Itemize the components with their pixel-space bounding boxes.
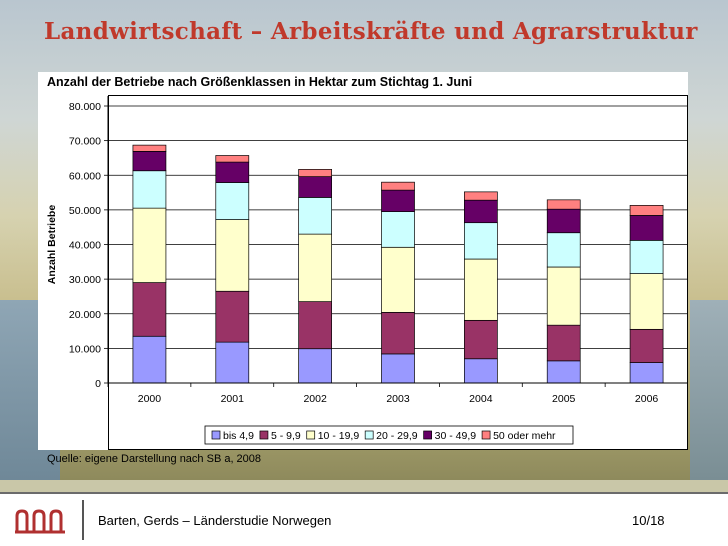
bar-segment (381, 246, 415, 313)
y-tick-label: 10.000 (69, 343, 101, 355)
bar-segment (629, 362, 664, 384)
y-tick-label: 20.000 (69, 309, 101, 321)
bar-segment (132, 144, 167, 152)
bar-segment (132, 282, 167, 337)
bar-segment (464, 358, 498, 384)
x-tick-label: 2005 (552, 393, 576, 405)
bar-segment (629, 273, 664, 330)
legend-label: 20 - 29,9 (376, 430, 418, 442)
bar-segment (215, 182, 250, 220)
bar-segment (132, 207, 167, 283)
footer-separator (0, 492, 728, 494)
bar-segment (381, 181, 415, 191)
legend-swatch (306, 430, 316, 440)
bar-segment (546, 199, 581, 210)
y-tick-label: 0 (95, 378, 101, 390)
bar-segment (215, 341, 250, 384)
x-tick-label: 2002 (303, 393, 327, 405)
legend-swatch (481, 430, 491, 440)
university-logo-icon (15, 509, 65, 534)
y-tick-label: 60.000 (69, 170, 101, 182)
bar-segment (464, 191, 498, 201)
bar-segment (546, 266, 581, 326)
x-tick-label: 2000 (138, 393, 162, 405)
footer-author-text: Barten, Gerds – Länderstudie Norwegen (98, 513, 332, 528)
bar-segment (629, 215, 664, 241)
bar-segment (629, 239, 664, 274)
y-axis-title: Anzahl Betriebe (46, 205, 58, 285)
source-note: Quelle: eigene Darstellung nach SB a, 20… (47, 453, 262, 465)
bar-segment (298, 197, 332, 235)
bar-segment (215, 155, 250, 163)
legend-swatch (364, 430, 374, 440)
bar-segment (215, 161, 250, 183)
legend-swatch (423, 430, 432, 440)
bar-segment (629, 328, 664, 363)
legend-box (204, 425, 574, 445)
bar-segment (381, 353, 415, 384)
bar-segment (132, 151, 167, 172)
x-tick-label: 2001 (221, 393, 245, 405)
bar-segment (629, 205, 664, 216)
legend-swatch (259, 430, 269, 440)
slide-title: Landwirtschaft – Arbeitskräfte und Agrar… (44, 18, 698, 45)
bar-segment (132, 170, 167, 209)
legend-swatch (211, 430, 221, 440)
bar-segment (298, 176, 332, 198)
legend-label: 30 - 49,9 (435, 430, 477, 442)
background-water-right (690, 300, 728, 480)
bar-segment (215, 290, 250, 343)
bar-segment (464, 258, 498, 321)
x-tick-label: 2006 (635, 393, 659, 405)
legend-label: 50 oder mehr (493, 430, 556, 442)
bar-segment (546, 208, 581, 234)
legend-label: bis 4,9 (223, 430, 254, 442)
legend-label: 10 - 19,9 (318, 430, 360, 442)
bar-segment (215, 219, 250, 292)
bar-segment (381, 312, 415, 355)
bar-segment (381, 189, 415, 212)
x-tick-label: 2003 (386, 393, 410, 405)
bar-segment (546, 232, 581, 268)
y-tick-label: 80.000 (69, 101, 101, 113)
y-tick-label: 50.000 (69, 205, 101, 217)
footer-divider (82, 500, 84, 540)
bar-segment (546, 324, 581, 362)
page-number: 10/18 (632, 513, 665, 528)
bar-segment (546, 360, 581, 384)
x-tick-label: 2004 (469, 393, 493, 405)
bar-segment (464, 222, 498, 260)
bar-segment (298, 301, 332, 350)
bar-segment (464, 199, 498, 224)
y-tick-label: 70.000 (69, 136, 101, 148)
y-tick-label: 30.000 (69, 274, 101, 286)
bar-segment (298, 169, 332, 177)
bar-segment (381, 211, 415, 248)
chart-title: Anzahl der Betriebe nach Größenklassen i… (47, 75, 473, 89)
bar-segment (298, 233, 332, 302)
legend-label: 5 - 9,9 (271, 430, 301, 442)
bar-segment (298, 348, 332, 384)
bar-segment (132, 335, 167, 384)
y-tick-label: 40.000 (69, 240, 101, 252)
footer-bar: Barten, Gerds – Länderstudie Norwegen 10… (0, 492, 728, 546)
bar-segment (464, 319, 498, 360)
